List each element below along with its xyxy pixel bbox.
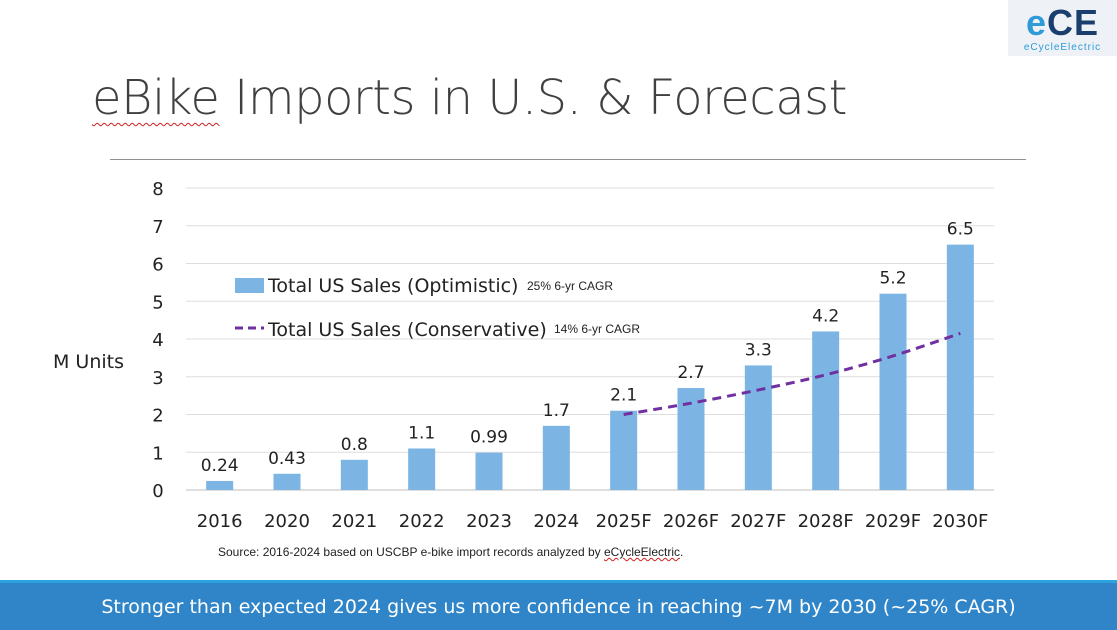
x-tick-label: 2024	[533, 511, 579, 532]
legend-swatch-optimistic	[235, 278, 264, 293]
bar-value-label: 1.1	[408, 423, 435, 443]
bar	[610, 410, 638, 490]
x-tick-label: 2030F	[932, 511, 988, 532]
bar-value-label: 3.3	[745, 340, 772, 360]
bar-chart: 0 1 2 3 4 5 6 7 8 0.24 0.43 0.8 1.1 0.99 1.7 2.1 2.7 3.3 4…	[152, 179, 994, 532]
bar	[812, 331, 840, 490]
bar-value-label: 6.5	[947, 220, 974, 240]
title-divider	[110, 159, 1026, 160]
source-note: Source: 2016-2024 based on USCBP e-bike …	[218, 545, 683, 559]
source-brand: eCycleElectric	[604, 545, 681, 559]
logo-mark: eCE	[1008, 2, 1117, 44]
bar-value-label: 1.7	[543, 401, 570, 421]
x-tick-label: 2029F	[865, 511, 921, 532]
x-tick-label: 2022	[399, 511, 445, 532]
title-rest: Imports in U.S. & Forecast	[219, 70, 847, 126]
bar-value-label: 4.2	[812, 306, 839, 326]
logo-mark-e: e	[1025, 2, 1047, 43]
x-tick-label: 2023	[466, 511, 512, 532]
legend-note-optimistic: 25% 6-yr CAGR	[527, 279, 613, 293]
bar	[340, 459, 368, 490]
bar	[475, 452, 503, 490]
bar-value-label: 2.7	[677, 363, 704, 383]
legend-label-optimistic: Total US Sales (Optimistic)	[267, 275, 518, 297]
bar	[744, 365, 772, 490]
bar	[677, 388, 705, 490]
bar	[206, 480, 234, 490]
bar-value-label: 5.2	[879, 269, 906, 289]
y-tick-label: 1	[152, 443, 163, 464]
banner-text: Stronger than expected 2024 gives us mor…	[101, 595, 1016, 618]
x-tick-label: 2027F	[730, 511, 786, 532]
source-end: .	[680, 545, 684, 559]
bar-value-label: 0.99	[470, 428, 508, 448]
y-tick-label: 3	[152, 368, 163, 389]
y-tick-label: 5	[152, 292, 163, 313]
bar-value-label: 0.8	[341, 435, 368, 455]
y-tick-label: 7	[152, 217, 163, 238]
bar	[273, 473, 301, 490]
x-tick-label: 2016	[197, 511, 243, 532]
y-tick-label: 2	[152, 406, 163, 427]
y-tick-label: 6	[152, 255, 163, 276]
title-ebike: eBike	[92, 70, 220, 126]
slide-title: eBike Imports in U.S. & Forecast	[92, 70, 847, 126]
conservative-series-line	[623, 331, 961, 416]
bottom-banner: Stronger than expected 2024 gives us mor…	[0, 580, 1117, 630]
logo-subtitle: eCycleElectric	[1023, 42, 1102, 53]
bar	[946, 244, 974, 490]
legend-note-conservative: 14% 6-yr CAGR	[554, 322, 640, 336]
x-tick-label: 2026F	[663, 511, 719, 532]
bar	[879, 293, 907, 490]
x-tick-label: 2028F	[798, 511, 854, 532]
y-axis-label: M Units	[53, 351, 125, 373]
y-tick-label: 8	[152, 179, 163, 200]
x-tick-label: 2025F	[596, 511, 652, 532]
x-tick-label: 2021	[331, 511, 377, 532]
legend-label-conservative: Total US Sales (Conservative)	[267, 319, 547, 341]
bar	[542, 425, 570, 490]
bar-value-label: 2.1	[610, 386, 637, 406]
y-tick-label: 0	[152, 481, 163, 502]
source-text: Source: 2016-2024 based on USCBP e-bike …	[218, 545, 604, 559]
bar-value-label: 0.24	[201, 456, 239, 476]
bar	[408, 448, 436, 490]
logo-mark-ce: CE	[1047, 2, 1100, 43]
bar-value-label: 0.43	[268, 449, 306, 469]
logo: eCE eCycleElectric	[1008, 0, 1117, 56]
x-tick-label: 2020	[264, 511, 310, 532]
y-tick-label: 4	[152, 330, 163, 351]
